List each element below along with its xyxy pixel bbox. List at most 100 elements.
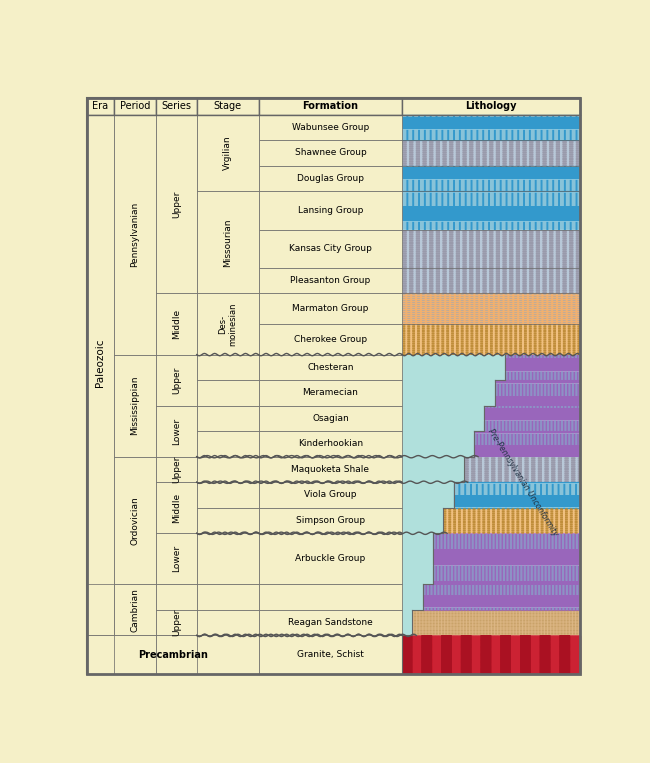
Text: Reagan Sandstone: Reagan Sandstone	[288, 618, 373, 627]
Bar	[157, 406, 197, 457]
Bar	[484, 406, 580, 431]
Text: Maquoketa Shale: Maquoketa Shale	[291, 465, 369, 474]
Text: Pre-Pennsylvanian Unconformity: Pre-Pennsylvanian Unconformity	[486, 427, 560, 537]
Bar	[402, 293, 580, 324]
Text: Formation: Formation	[302, 101, 358, 111]
Text: Pleasanton Group: Pleasanton Group	[291, 276, 370, 285]
Bar	[114, 457, 157, 584]
Text: Meramecian: Meramecian	[302, 388, 358, 398]
Text: Pennsylvanian: Pennsylvanian	[131, 202, 140, 267]
Bar	[114, 98, 157, 114]
Bar	[259, 380, 402, 406]
Bar	[86, 584, 114, 636]
Text: Shawnee Group: Shawnee Group	[294, 149, 367, 157]
Bar	[197, 114, 259, 192]
Bar	[86, 610, 114, 636]
Bar	[86, 114, 114, 610]
Text: Middle: Middle	[172, 493, 181, 523]
Text: Upper: Upper	[172, 190, 181, 217]
Bar	[197, 431, 259, 457]
Bar	[402, 140, 580, 166]
Bar	[259, 230, 402, 268]
Text: Kansas City Group: Kansas City Group	[289, 244, 372, 253]
Bar	[157, 355, 197, 406]
Bar	[197, 610, 259, 636]
Text: Era: Era	[92, 101, 109, 111]
Bar	[86, 636, 259, 674]
Bar	[402, 355, 580, 674]
Text: Chesteran: Chesteran	[307, 363, 354, 372]
Text: Precambrian: Precambrian	[138, 649, 207, 659]
Text: Viola Group: Viola Group	[304, 491, 357, 500]
Text: Paleozoic: Paleozoic	[96, 338, 105, 387]
Bar	[197, 98, 259, 114]
Bar	[433, 533, 580, 584]
Bar	[86, 98, 114, 114]
Bar	[197, 380, 259, 406]
Text: Stage: Stage	[214, 101, 242, 111]
Bar	[402, 268, 580, 293]
Bar	[259, 610, 402, 636]
Bar	[259, 98, 402, 114]
Bar	[114, 584, 157, 636]
Text: Simpson Group: Simpson Group	[296, 516, 365, 525]
Bar	[114, 636, 157, 674]
Bar	[259, 482, 402, 507]
Bar	[197, 192, 259, 293]
Bar	[259, 457, 402, 482]
Bar	[402, 192, 580, 230]
Text: Cherokee Group: Cherokee Group	[294, 335, 367, 344]
Bar	[157, 457, 197, 482]
Bar	[157, 610, 197, 636]
Bar	[259, 406, 402, 431]
Text: Vrgilian: Vrgilian	[223, 136, 232, 170]
Bar	[197, 584, 259, 610]
Text: Douglas Group: Douglas Group	[297, 174, 364, 183]
Text: Upper: Upper	[172, 609, 181, 636]
Bar	[464, 457, 580, 482]
Bar	[114, 114, 157, 355]
Bar	[402, 98, 580, 114]
Text: Series: Series	[162, 101, 192, 111]
Bar	[402, 230, 580, 268]
Bar	[505, 355, 580, 380]
Text: Ordovician: Ordovician	[131, 496, 140, 545]
Bar	[443, 507, 580, 533]
Bar	[157, 636, 197, 674]
Text: Lower: Lower	[172, 417, 181, 445]
Text: Kinderhookian: Kinderhookian	[298, 439, 363, 449]
Bar	[197, 355, 259, 380]
Bar	[259, 166, 402, 192]
Text: Osagian: Osagian	[312, 414, 349, 423]
Bar	[259, 324, 402, 355]
Text: Middle: Middle	[172, 309, 181, 339]
Bar	[157, 482, 197, 533]
Bar	[197, 457, 259, 482]
Bar	[259, 507, 402, 533]
Text: Mississippian: Mississippian	[131, 376, 140, 436]
Bar	[259, 192, 402, 230]
Text: Missourian: Missourian	[223, 218, 232, 266]
Bar	[157, 98, 197, 114]
Bar	[259, 584, 402, 610]
Text: Lansing Group: Lansing Group	[298, 206, 363, 215]
Bar	[157, 584, 197, 610]
Bar	[422, 584, 580, 610]
Bar	[197, 406, 259, 431]
Bar	[197, 482, 259, 507]
Bar	[259, 431, 402, 457]
Bar	[454, 482, 580, 507]
Text: Upper: Upper	[172, 366, 181, 394]
Bar	[402, 636, 580, 674]
Bar	[157, 533, 197, 584]
Bar	[114, 355, 157, 457]
Bar	[259, 636, 402, 674]
Text: Cambrian: Cambrian	[131, 588, 140, 632]
Bar	[259, 355, 402, 380]
Text: Upper: Upper	[172, 456, 181, 483]
Text: Lithology: Lithology	[465, 101, 517, 111]
Text: Period: Period	[120, 101, 150, 111]
Text: Marmaton Group: Marmaton Group	[292, 304, 369, 313]
Bar	[412, 610, 580, 636]
Bar	[197, 507, 259, 533]
